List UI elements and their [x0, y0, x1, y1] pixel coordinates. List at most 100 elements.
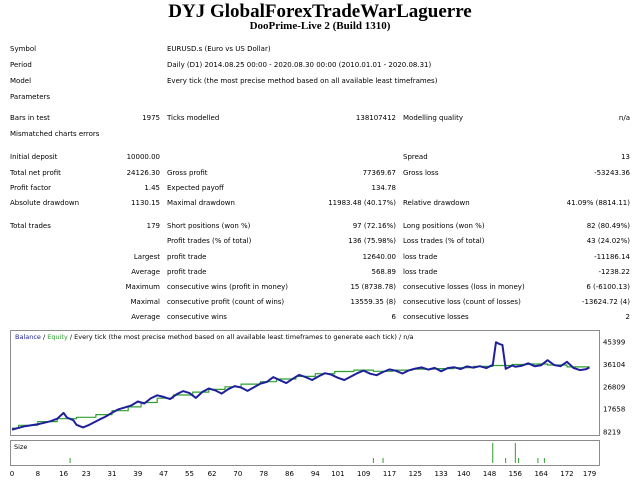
total-trades-value: 179: [146, 222, 160, 230]
gross-loss-label: Gross loss: [403, 169, 439, 177]
loss-trades-value: 43 (24.02%): [586, 237, 630, 245]
expected-payoff-value: 134.78: [371, 184, 397, 192]
spread-value: 13: [621, 153, 630, 161]
initial-deposit-label: Initial deposit: [10, 153, 58, 161]
x-tick-label: 70: [233, 470, 242, 478]
y-tick-label: 36104: [603, 361, 626, 369]
average-profit-value: 568.89: [371, 268, 397, 276]
model-value: Every tick (the most precise method base…: [167, 77, 438, 85]
ticks-label: Ticks modelled: [167, 114, 220, 122]
largest-profit-label: profit trade: [167, 253, 207, 261]
max-drawdown-label: Maximal drawdown: [167, 199, 235, 207]
x-tick-label: 39: [133, 470, 142, 478]
avg-cons-losses-label: consecutive losses: [403, 313, 469, 321]
bars-label: Bars in test: [10, 114, 50, 122]
bars-value: 1975: [142, 114, 160, 122]
x-tick-label: 179: [583, 470, 596, 478]
largest-label: Largest: [133, 253, 160, 261]
x-tick-label: 8: [36, 470, 40, 478]
net-profit-value: 24126.30: [126, 169, 160, 177]
y-tick-label: 8219: [603, 429, 621, 437]
avg-cons-wins-value: 6: [391, 313, 396, 321]
legend-separator: /: [40, 333, 48, 341]
x-tick-label: 86: [285, 470, 294, 478]
largest-loss-value: -11186.14: [594, 253, 630, 261]
maximal-profit-value: 13559.35 (8): [350, 298, 396, 306]
x-tick-label: 148: [483, 470, 496, 478]
x-tick-label: 140: [457, 470, 470, 478]
maximal-profit-label: consecutive profit (count of wins): [167, 298, 285, 306]
x-tick-label: 0: [10, 470, 14, 478]
profit-factor-value: 1.45: [144, 184, 160, 192]
y-tick-label: 26809: [603, 384, 625, 392]
x-tick-label: 62: [208, 470, 217, 478]
model-label: Model: [10, 77, 32, 85]
x-tick-label: 23: [82, 470, 91, 478]
legend-equity: Equity: [47, 333, 68, 341]
expected-payoff-label: Expected payoff: [167, 184, 224, 192]
profit-trades-label: Profit trades (% of total): [167, 237, 252, 245]
gross-profit-label: Gross profit: [167, 169, 208, 177]
x-tick-label: 156: [509, 470, 523, 478]
x-tick-label: 31: [108, 470, 117, 478]
size-label: Size: [14, 443, 28, 451]
loss-trades-label: Loss trades (% of total): [403, 237, 485, 245]
rel-drawdown-value: 41.09% (8814.11): [566, 199, 630, 207]
profit-factor-label: Profit factor: [10, 184, 51, 192]
average-label: Average: [131, 268, 160, 276]
avg-cons-wins-label: consecutive wins: [167, 313, 227, 321]
long-positions-label: Long positions (won %): [403, 222, 485, 230]
series-line-balance: [11, 341, 590, 431]
max-cons-losses-value: 6 (-6100.13): [586, 283, 630, 291]
parameters-label: Parameters: [10, 93, 51, 101]
symbol-value: EURUSD.s (Euro vs US Dollar): [167, 45, 271, 53]
y-tick-label: 17658: [603, 406, 625, 414]
balance-chart: Balance / Equity / Every tick (the most …: [10, 330, 600, 436]
x-tick-label: 109: [357, 470, 370, 478]
ticks-value: 138107412: [355, 114, 396, 122]
average2-label: Average: [131, 313, 160, 321]
max-cons-wins-label: consecutive wins (profit in money): [167, 283, 289, 291]
quality-value: n/a: [618, 114, 630, 122]
x-tick-label: 164: [534, 470, 548, 478]
abs-drawdown-label: Absolute drawdown: [10, 199, 80, 207]
max-drawdown-value: 11983.48 (40.17%): [328, 199, 396, 207]
chart-legend: Balance / Equity / Every tick (the most …: [15, 333, 414, 341]
series-line-equity: [12, 363, 590, 429]
x-tick-label: 78: [259, 470, 268, 478]
maximal-loss-value: -13624.72 (4): [581, 298, 630, 306]
gross-loss-value: -53243.36: [594, 169, 630, 177]
short-positions-value: 97 (72.16%): [352, 222, 396, 230]
quality-label: Modelling quality: [403, 114, 463, 122]
x-tick-label: 94: [311, 470, 320, 478]
report-subtitle: DooPrime-Live 2 (Build 1310): [249, 20, 391, 32]
max-cons-losses-label: consecutive losses (loss in money): [403, 283, 525, 291]
maximum-label: Maximum: [125, 283, 161, 291]
average-profit-label: profit trade: [167, 268, 207, 276]
y-tick-label: 45399: [603, 339, 625, 347]
average-loss-value: -1238.22: [598, 268, 630, 276]
profit-trades-value: 136 (75.98%): [348, 237, 396, 245]
long-positions-value: 82 (80.49%): [586, 222, 630, 230]
size-chart: Size: [10, 440, 600, 466]
period-label: Period: [10, 61, 32, 69]
total-trades-label: Total trades: [10, 222, 51, 230]
largest-profit-value: 12640.00: [362, 253, 396, 261]
abs-drawdown-value: 1130.15: [131, 199, 160, 207]
x-tick-label: 117: [383, 470, 396, 478]
maximal-label: Maximal: [130, 298, 160, 306]
max-cons-wins-value: 15 (8738.78): [350, 283, 396, 291]
spread-label: Spread: [403, 153, 428, 161]
net-profit-label: Total net profit: [10, 169, 61, 177]
short-positions-label: Short positions (won %): [167, 222, 251, 230]
report-title: DYJ GlobalForexTradeWarLaguerre: [168, 1, 472, 22]
x-tick-label: 55: [185, 470, 194, 478]
symbol-label: Symbol: [10, 45, 37, 53]
x-tick-label: 133: [434, 470, 447, 478]
legend-balance: Balance: [15, 333, 41, 341]
x-tick-label: 101: [331, 470, 344, 478]
period-value: Daily (D1) 2014.08.25 00:00 - 2020.08.30…: [167, 61, 432, 69]
maximal-loss-label: consecutive loss (count of losses): [403, 298, 521, 306]
largest-loss-label: loss trade: [403, 253, 438, 261]
